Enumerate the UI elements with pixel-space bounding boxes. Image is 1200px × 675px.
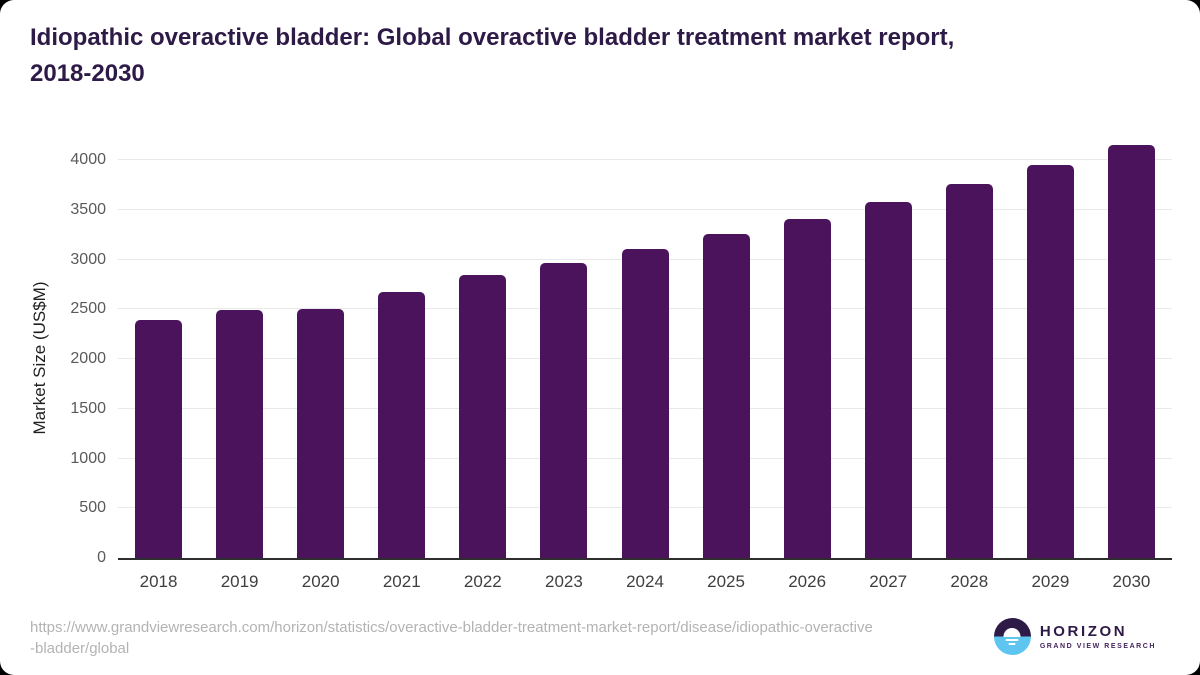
- x-tick-label-2025: 2025: [707, 572, 745, 591]
- x-tick-label-2020: 2020: [301, 572, 340, 591]
- y-tick-label-1000: 1000: [70, 449, 106, 467]
- logo-subtitle: GRAND VIEW RESEARCH: [1039, 642, 1156, 650]
- x-tick-label-2023: 2023: [545, 572, 583, 591]
- bar-2026[interactable]: [783, 218, 831, 558]
- y-tick-label-4000: 4000: [70, 151, 106, 168]
- bar-2018[interactable]: [135, 320, 183, 558]
- page-title-line1: Idiopathic overactive bladder: Global ov…: [30, 24, 955, 51]
- bar-2029[interactable]: [1026, 164, 1074, 558]
- bar-2030[interactable]: [1107, 145, 1155, 558]
- water-ripple-line: [1005, 639, 1019, 641]
- y-tick-label-2000: 2000: [70, 350, 106, 367]
- y-tick-label-500: 500: [79, 499, 106, 517]
- bar-2023[interactable]: [540, 262, 588, 558]
- water-ripple-line: [1008, 643, 1016, 645]
- y-tick-label-0: 0: [97, 549, 106, 566]
- gridline-4000: [118, 159, 1172, 160]
- x-tick-label-2026: 2026: [788, 572, 827, 591]
- gridline-3500: [118, 208, 1172, 210]
- bar-2019[interactable]: [216, 310, 264, 558]
- horizon-grand-view-research-logo: HORIZON GRAND VIEW RESEARCH: [993, 618, 1156, 655]
- source-url: https://www.grandviewresearch.com/horizo…: [30, 617, 950, 659]
- sun-dome-shape: [1003, 627, 1021, 637]
- x-tick-label-2022: 2022: [463, 572, 502, 591]
- bar-2020[interactable]: [297, 309, 345, 558]
- x-tick-label-2018: 2018: [139, 572, 178, 591]
- source-url-line2: -bladder/global: [30, 640, 130, 657]
- y-tick-label-3000: 3000: [70, 250, 106, 268]
- bar-2028[interactable]: [945, 183, 993, 558]
- horizon-sun-icon: [993, 618, 1031, 655]
- source-url-line1: https://www.grandviewresearch.com/horizo…: [30, 619, 873, 636]
- x-tick-label-2027: 2027: [869, 572, 908, 591]
- y-tick-label-1500: 1500: [70, 399, 106, 417]
- bar-chart-plot-area: 0 500 1000 1500 2000 2500 3000 3500 4000 2018 2019…: [70, 145, 1172, 591]
- logo-wordmark: HORIZON GRAND VIEW RESEARCH: [1039, 622, 1156, 650]
- y-axis-title: Market Size (US$M): [30, 281, 49, 435]
- x-tick-label-2024: 2024: [626, 572, 664, 591]
- page-title-line2: 2018-2030: [30, 60, 145, 87]
- bar-2025[interactable]: [702, 233, 750, 558]
- bar-2027[interactable]: [864, 201, 912, 558]
- x-tick-label-2021: 2021: [382, 572, 421, 591]
- y-tick-label-2500: 2500: [70, 300, 106, 318]
- x-tick-label-2029: 2029: [1031, 572, 1070, 591]
- logo-name: HORIZON: [1039, 622, 1128, 640]
- bar-2022[interactable]: [459, 275, 507, 558]
- x-tick-label-2019: 2019: [220, 572, 259, 591]
- y-tick-label-3500: 3500: [70, 200, 106, 218]
- page-title: Idiopathic overactive bladder: Global ov…: [30, 20, 1170, 92]
- x-tick-label-2028: 2028: [950, 572, 989, 591]
- x-tick-label-2030: 2030: [1112, 572, 1151, 591]
- bar-2024[interactable]: [621, 248, 669, 558]
- bar-2021[interactable]: [378, 292, 426, 558]
